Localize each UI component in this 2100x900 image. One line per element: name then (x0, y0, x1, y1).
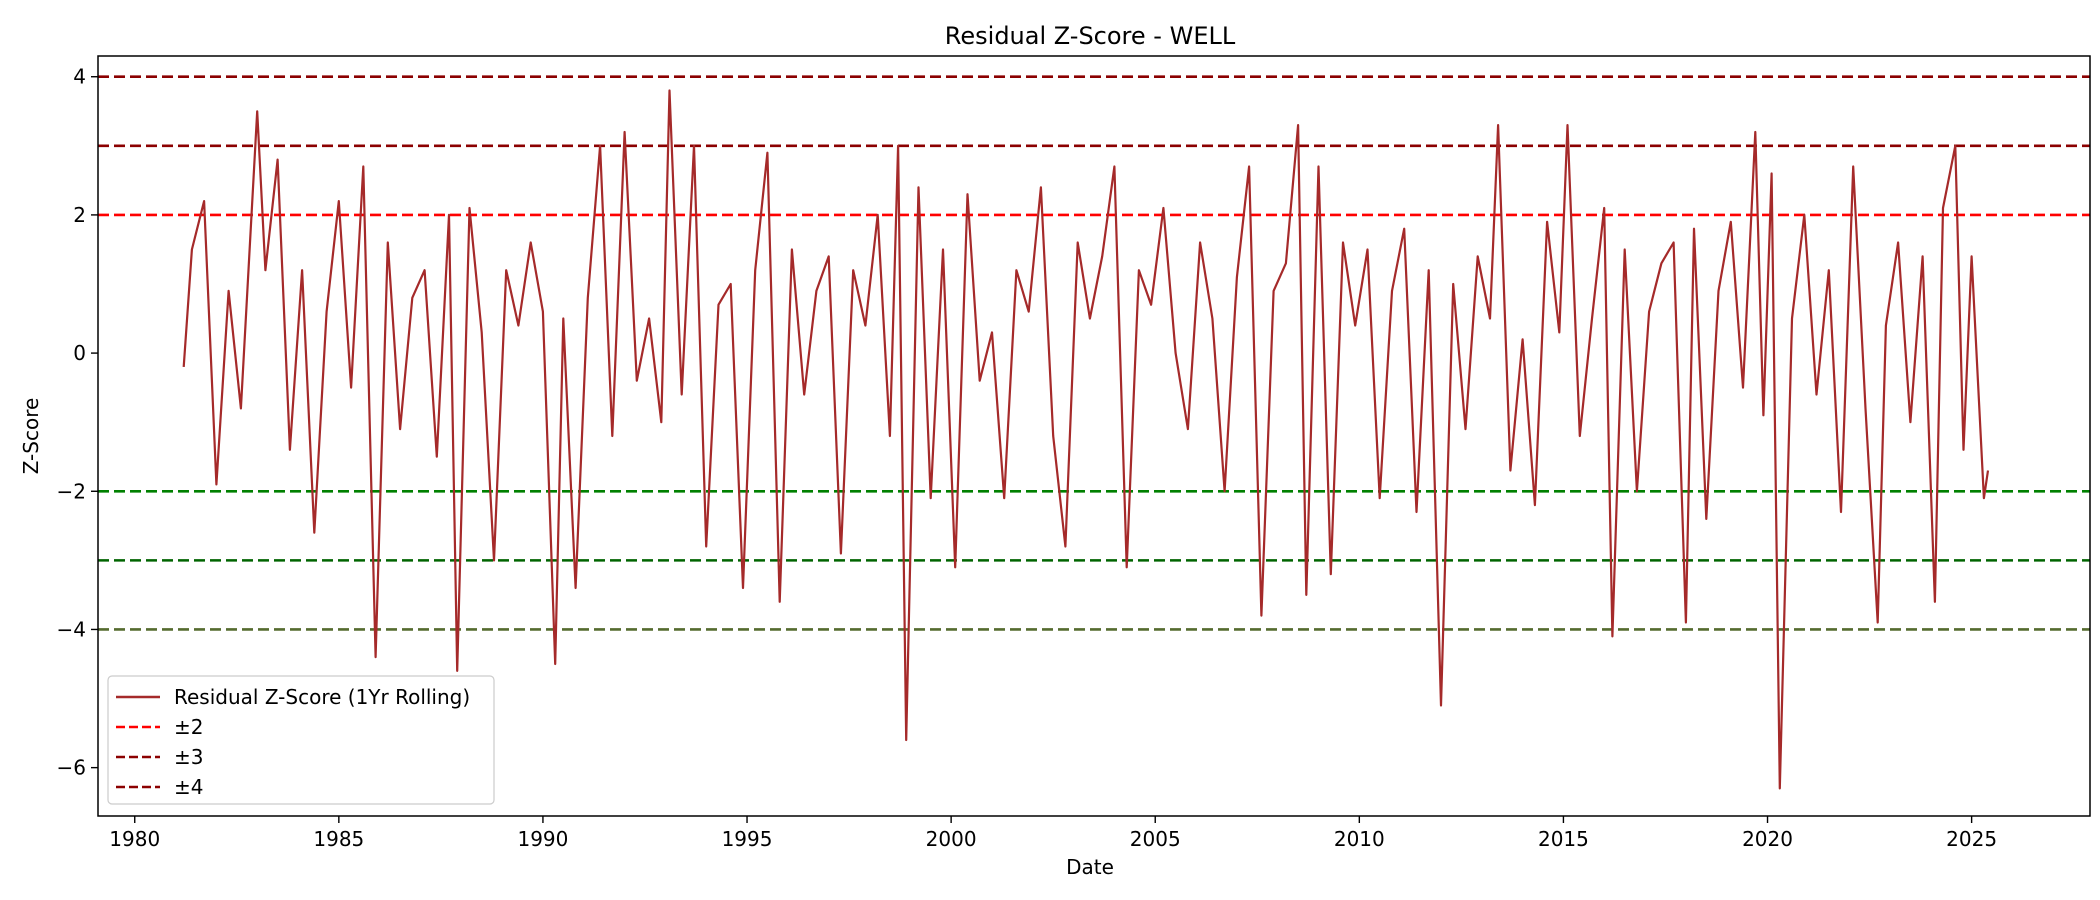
y-tick-label: 0 (73, 341, 86, 365)
x-tick-label: 2025 (1946, 827, 1997, 851)
x-tick-label: 1990 (517, 827, 568, 851)
x-tick-label: 2010 (1334, 827, 1385, 851)
x-tick-label: 2020 (1742, 827, 1793, 851)
plot-area-frame (97, 55, 2091, 817)
legend-label: ±4 (174, 775, 203, 799)
x-tick-label: 2000 (926, 827, 977, 851)
series-line (182, 89, 1990, 790)
legend-label: ±3 (174, 745, 203, 769)
x-tick-label: 2015 (1538, 827, 1589, 851)
legend-box (107, 675, 495, 805)
y-axis-title: Z-Score (19, 398, 43, 475)
legend-label: Residual Z-Score (1Yr Rolling) (174, 685, 470, 709)
y-tick-label: −4 (57, 617, 86, 641)
x-axis-title: Date (1066, 855, 1114, 879)
x-tick-label: 1980 (109, 827, 160, 851)
legend-label: ±2 (174, 715, 203, 739)
x-axis: 1980 1985 1990 1995 2000 2005 2010 2015 2020 2025 (109, 816, 1997, 851)
y-tick-label: −6 (57, 756, 86, 780)
x-tick-label: 1985 (313, 827, 364, 851)
y-tick-label: 4 (73, 65, 86, 89)
reference-lines (98, 75, 2090, 631)
data-series (182, 89, 1990, 790)
y-tick-label: 2 (73, 203, 86, 227)
x-tick-label: 2005 (1130, 827, 1181, 851)
chart-title: Residual Z-Score - WELL (945, 22, 1236, 50)
x-tick-label: 1995 (722, 827, 773, 851)
y-axis: 4 2 0 −2 −4 −6 (57, 65, 98, 780)
y-tick-label: −2 (57, 479, 86, 503)
legend: Residual Z-Score (1Yr Rolling) ±2 ±3 ±4 (107, 675, 495, 805)
